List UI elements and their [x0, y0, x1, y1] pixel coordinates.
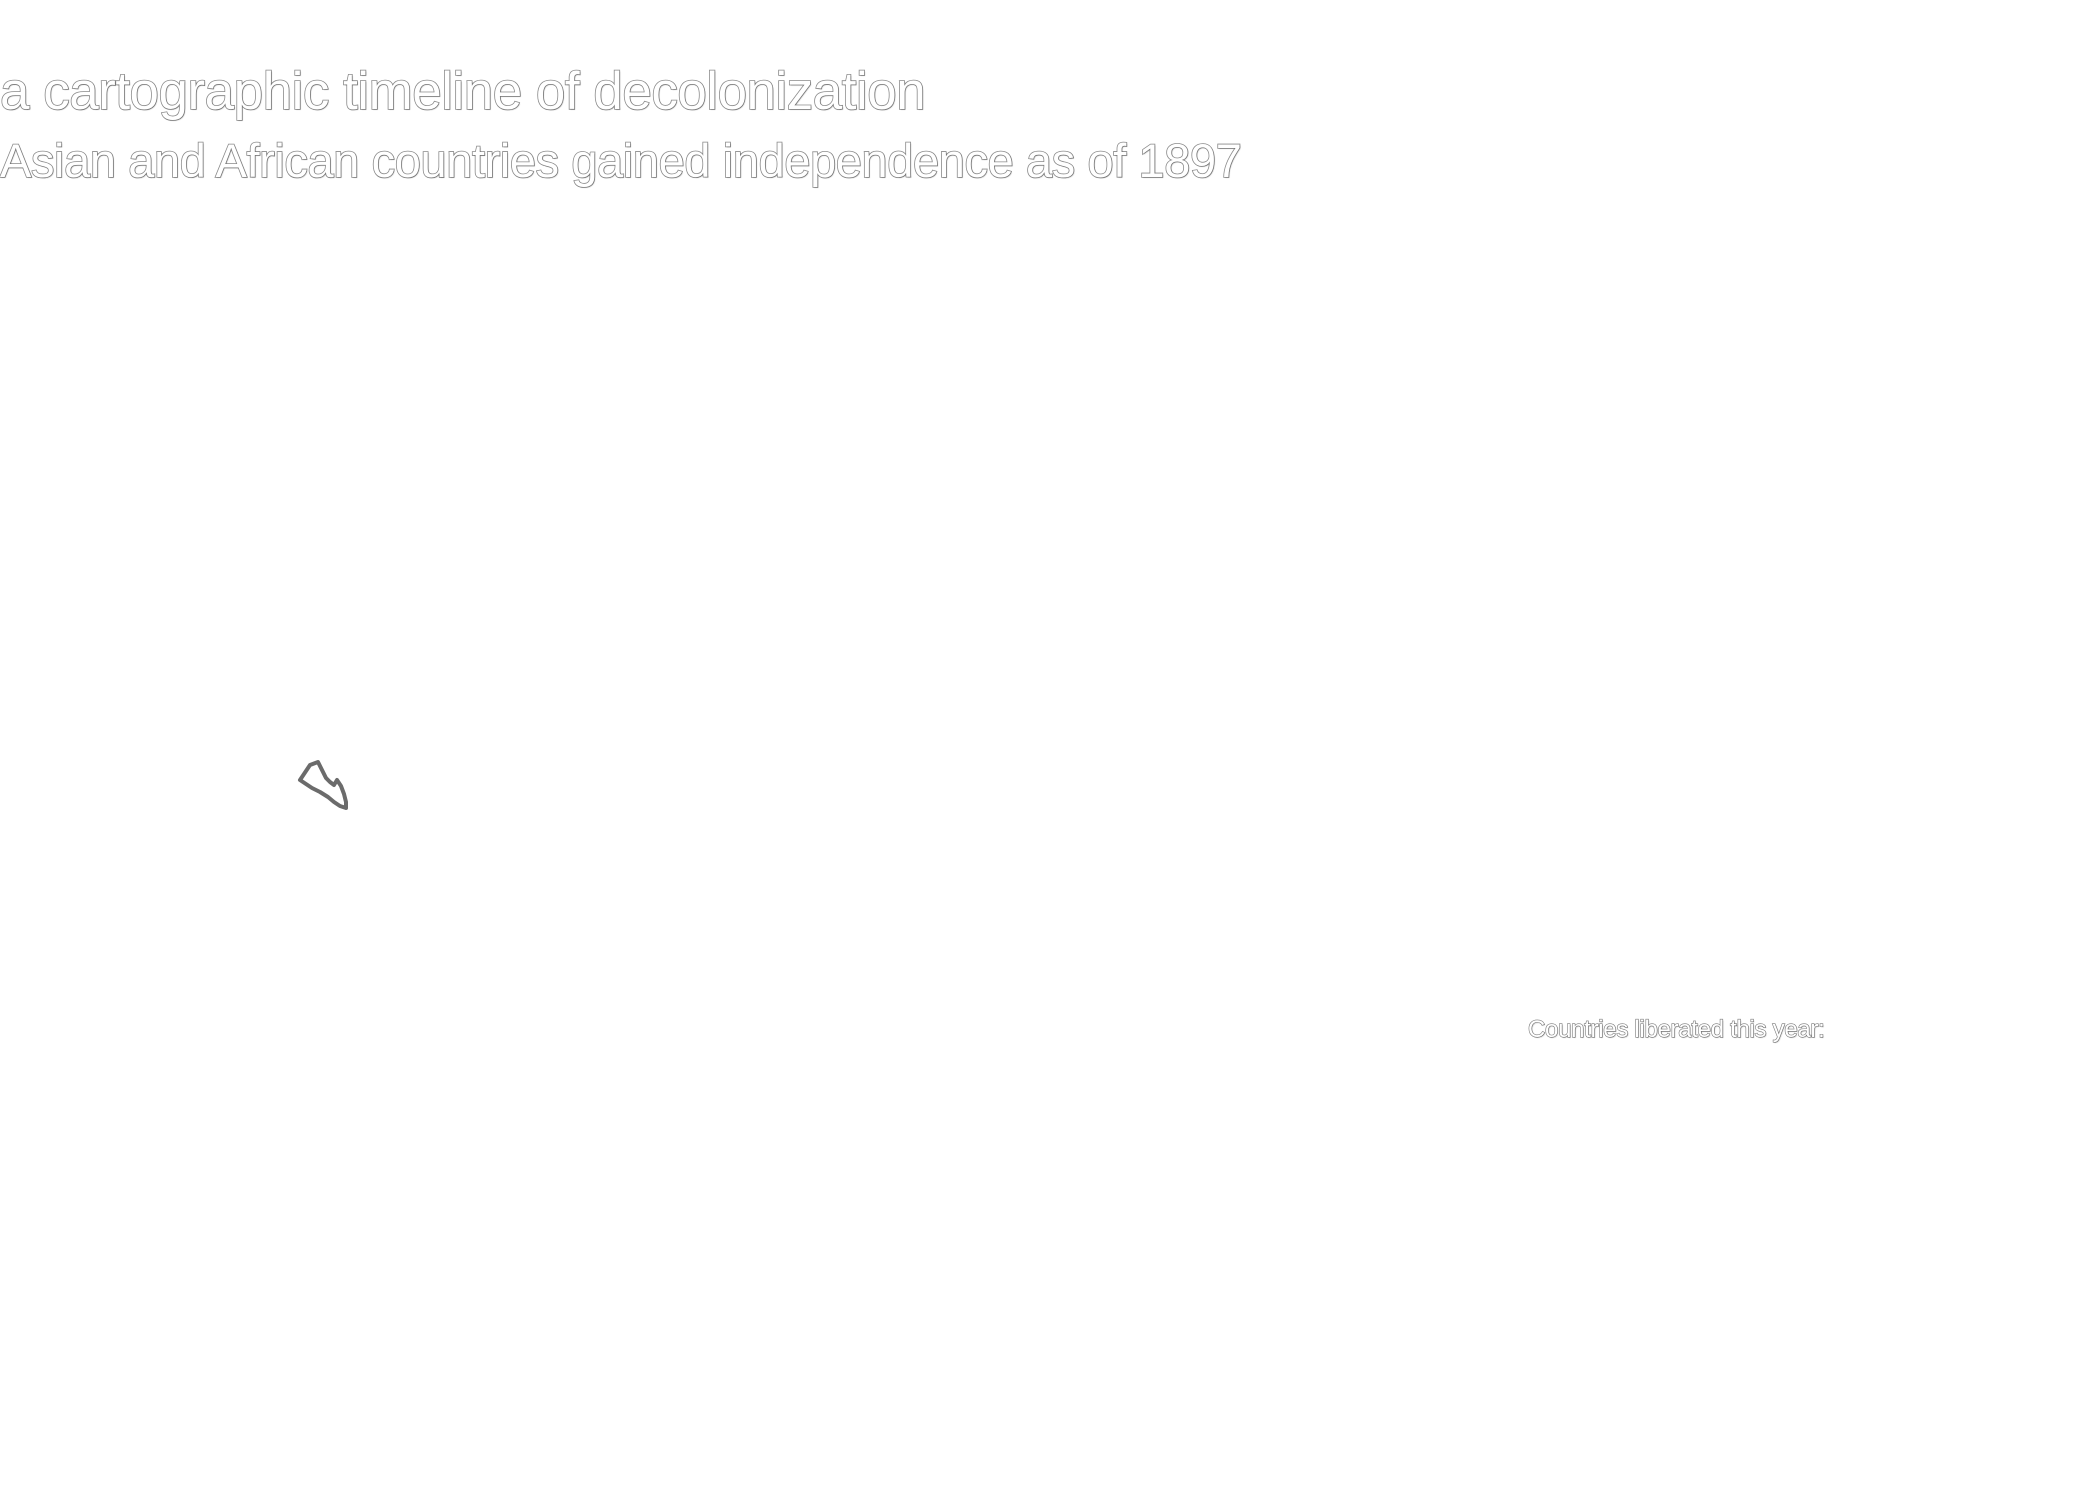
- liberated-countries-label: Countries liberated this year:: [1527, 1015, 1825, 1043]
- page-title: a cartographic timeline of decolonizatio…: [0, 61, 927, 122]
- page-subtitle: Asian and African countries gained indep…: [0, 133, 1243, 188]
- country-outline-icon[interactable]: [298, 760, 348, 810]
